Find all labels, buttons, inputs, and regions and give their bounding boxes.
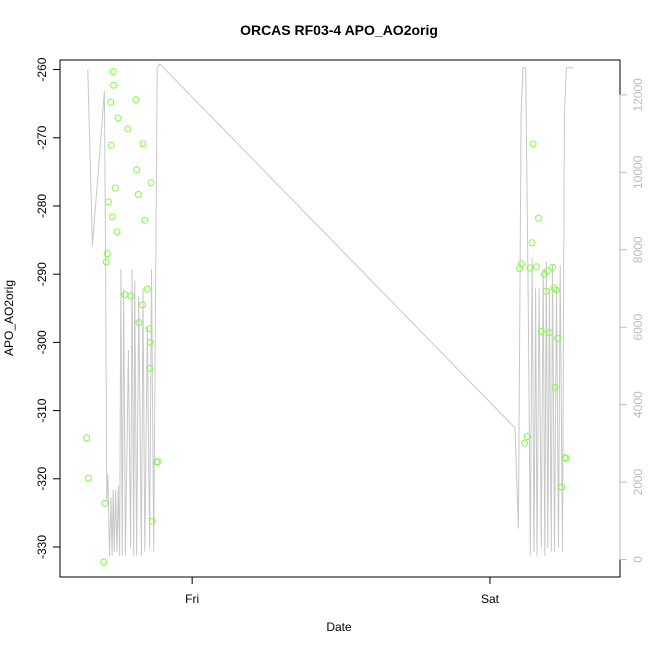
y-axis-title: APO_AO2orig: [2, 280, 16, 356]
data-point: [535, 214, 542, 222]
x-axis: Fri Sat: [185, 576, 500, 606]
data-point: [114, 114, 122, 122]
data-point: [102, 258, 110, 266]
right-y-tick-label: 0: [631, 556, 645, 563]
right-y-tick-label: 2000: [631, 468, 645, 495]
right-y-tick-label: 4000: [631, 391, 645, 418]
data-point: [148, 517, 156, 525]
data-point: [146, 338, 154, 346]
data-point: [543, 267, 551, 275]
data-point: [542, 287, 550, 295]
data-point: [135, 319, 143, 327]
left-y-tick-label: -260: [35, 57, 49, 81]
right-y-tick-label: 6000: [631, 314, 645, 341]
data-point: [516, 265, 524, 273]
data-point: [526, 264, 534, 272]
data-point: [100, 558, 108, 566]
data-point: [83, 434, 91, 442]
data-point: [124, 125, 132, 133]
data-point: [554, 334, 561, 342]
data-point: [528, 239, 536, 247]
data-point: [121, 291, 129, 299]
points-series: [83, 68, 570, 566]
data-point: [558, 483, 566, 491]
data-point: [111, 184, 119, 192]
left-y-tick-label: -290: [35, 262, 49, 286]
data-point: [146, 364, 154, 372]
data-point: [109, 68, 117, 76]
data-point: [552, 286, 560, 294]
data-point: [141, 216, 149, 224]
data-point: [147, 179, 155, 187]
data-point: [518, 260, 525, 268]
x-tick-label: Sat: [481, 592, 500, 606]
data-point: [133, 166, 141, 174]
data-point: [101, 499, 109, 507]
left-y-tick-label: -300: [35, 330, 49, 354]
right-y-tick-label: 8000: [631, 236, 645, 263]
data-point: [532, 263, 540, 271]
x-axis-title: Date: [326, 620, 352, 634]
left-y-tick-label: -320: [35, 466, 49, 490]
data-point: [103, 250, 111, 258]
data-point: [110, 81, 118, 89]
left-y-tick-label: -280: [35, 194, 49, 218]
data-point: [127, 292, 135, 300]
series-line: [87, 63, 574, 556]
data-point: [139, 301, 146, 309]
data-point: [107, 98, 115, 106]
chart-title: ORCAS RF03-4 APO_AO2orig: [240, 22, 438, 38]
data-point: [562, 454, 570, 462]
data-point: [113, 228, 121, 236]
data-point: [104, 198, 112, 206]
data-point: [545, 329, 553, 337]
left-y-tick-label: -270: [35, 125, 49, 149]
data-point: [529, 140, 537, 148]
left-y-tick-label: -310: [35, 398, 49, 422]
line-series: [87, 63, 574, 556]
right-y-tick-label: 10000: [631, 155, 645, 189]
data-point: [523, 433, 531, 440]
data-point: [84, 474, 92, 482]
right-y-tick-label: 12000: [631, 78, 645, 112]
data-point: [154, 458, 162, 466]
left-y-axis: -330 -320 -310 -300 -290 -280 -270 -260: [35, 57, 61, 559]
data-point: [549, 263, 557, 271]
data-point: [108, 213, 116, 221]
data-point: [107, 141, 115, 149]
data-point: [143, 285, 151, 293]
left-y-tick-label: -330: [35, 535, 49, 559]
data-point: [145, 325, 153, 333]
right-y-axis: 0 2000 4000 6000 8000 10000 12000: [619, 78, 645, 563]
data-point: [521, 439, 529, 447]
data-point: [537, 328, 545, 335]
data-point: [139, 140, 147, 148]
data-point: [132, 96, 140, 104]
data-point: [134, 190, 142, 198]
data-point: [551, 383, 559, 391]
x-tick-label: Fri: [185, 592, 199, 606]
